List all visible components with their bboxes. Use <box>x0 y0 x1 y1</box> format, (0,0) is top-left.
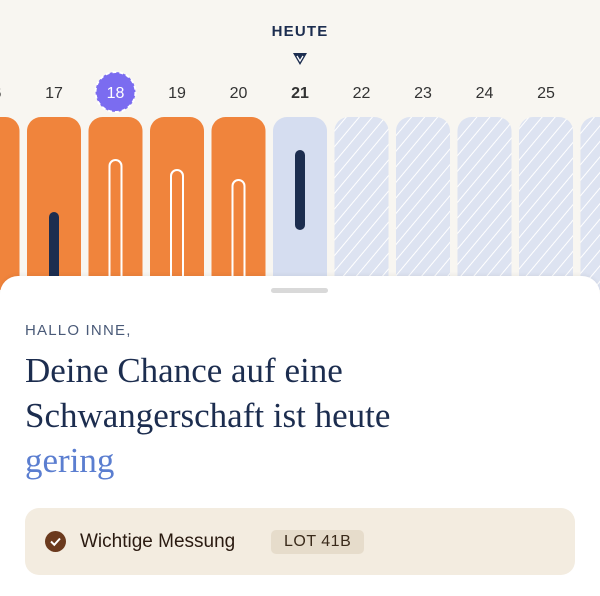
lot-badge: LOT 41B <box>271 530 364 554</box>
calendar-strip: HEUTE 16 17 18 19 20 21 22 23 24 25 <box>0 0 600 290</box>
day-number[interactable]: 19 <box>168 85 186 102</box>
day-number[interactable]: 24 <box>476 85 494 102</box>
today-marker <box>293 53 307 65</box>
day-column[interactable] <box>519 117 573 290</box>
day-number[interactable]: 17 <box>45 85 63 102</box>
check-mark <box>45 531 66 552</box>
day-column[interactable] <box>396 117 450 290</box>
drag-handle[interactable] <box>271 288 328 293</box>
check-icon <box>45 531 66 552</box>
heading-text: Deine Chance auf eine Schwangerschaft is… <box>25 351 390 435</box>
indicator-bar <box>295 150 305 230</box>
day-column[interactable] <box>212 117 266 290</box>
info-card: HALLO INNE, Deine Chance auf eine Schwan… <box>0 276 600 596</box>
day-column[interactable] <box>89 117 143 290</box>
measurement-label: Wichtige Messung <box>80 531 235 553</box>
today-label: HEUTE <box>272 23 329 40</box>
day-number[interactable]: 16 <box>0 85 2 102</box>
day-number[interactable]: 21 <box>291 85 309 102</box>
day-number[interactable]: 25 <box>537 85 555 102</box>
greeting: HALLO INNE, <box>25 322 132 339</box>
day-column[interactable] <box>150 117 204 290</box>
measurement-box[interactable]: Wichtige Messung LOT 41B <box>25 508 575 575</box>
day-column[interactable] <box>458 117 512 290</box>
day-number[interactable]: 20 <box>230 85 248 102</box>
day-column[interactable] <box>0 117 20 290</box>
day-column[interactable] <box>335 117 389 290</box>
day-number[interactable]: 18 <box>107 85 125 102</box>
heading: Deine Chance auf eine Schwangerschaft is… <box>25 348 495 483</box>
day-column[interactable] <box>581 117 600 290</box>
day-number[interactable]: 22 <box>353 85 371 102</box>
heading-highlight: gering <box>25 438 495 483</box>
day-number[interactable]: 23 <box>414 85 432 102</box>
